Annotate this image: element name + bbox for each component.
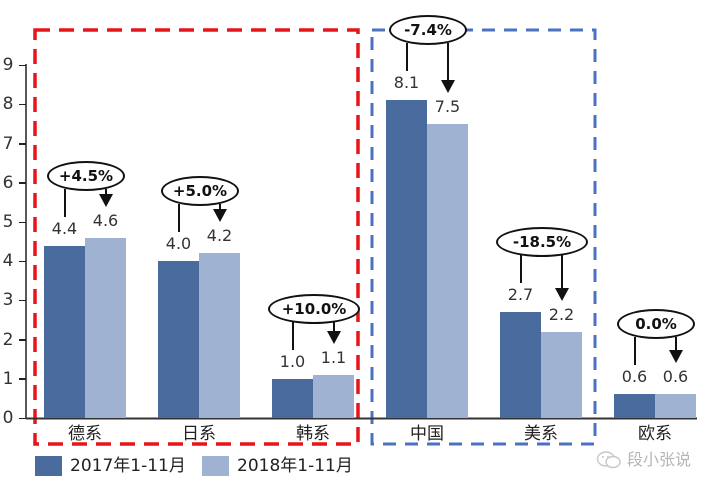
y-tick-label: 6 bbox=[2, 172, 14, 193]
y-tick-mark bbox=[19, 417, 26, 419]
y-tick-label: 7 bbox=[2, 133, 14, 154]
arrow-down-icon bbox=[554, 287, 569, 301]
y-tick-mark bbox=[19, 339, 26, 341]
y-tick-label: 3 bbox=[2, 290, 14, 311]
y-tick-mark bbox=[19, 182, 26, 184]
arrow-down-icon bbox=[440, 80, 455, 93]
y-tick-label: 5 bbox=[2, 212, 14, 232]
bar-2018 bbox=[313, 374, 354, 418]
bar-2017 bbox=[158, 261, 199, 418]
bar-2018 bbox=[427, 124, 468, 418]
bar-2018 bbox=[541, 331, 582, 418]
legend-label-2018: 2018年1-11月 bbox=[237, 456, 353, 476]
value-label-2018: 4.6 bbox=[92, 210, 119, 230]
value-label-2018: 4.2 bbox=[206, 226, 233, 246]
value-label-2018: 1.1 bbox=[320, 347, 347, 367]
annotation-left-line bbox=[633, 337, 636, 366]
arrow-down-icon bbox=[98, 193, 113, 207]
annotation-right-line bbox=[674, 337, 677, 351]
y-tick-mark bbox=[19, 64, 26, 67]
y-tick-mark bbox=[19, 221, 26, 223]
arrow-down-icon bbox=[212, 209, 227, 223]
arrow-down-icon bbox=[326, 330, 341, 344]
category-label: 韩系 bbox=[296, 424, 330, 444]
annotation-left-line bbox=[177, 204, 180, 233]
annotation-right-line bbox=[560, 255, 563, 288]
y-tick-label: 8 bbox=[2, 94, 14, 115]
value-label-2017: 2.7 bbox=[507, 285, 534, 305]
annotation-left-line bbox=[291, 321, 294, 350]
category-label: 欧系 bbox=[638, 424, 672, 444]
value-label-2018: 7.5 bbox=[434, 97, 461, 116]
arrow-down-icon bbox=[668, 350, 683, 364]
value-label-2017: 4.4 bbox=[51, 218, 78, 238]
y-tick-mark bbox=[19, 260, 26, 263]
watermark-text: 段小张说 bbox=[627, 450, 692, 469]
y-tick-mark bbox=[19, 378, 26, 380]
legend-label-2017: 2017年1-11月 bbox=[70, 456, 186, 476]
annotation-left-line bbox=[63, 188, 66, 217]
bar-2018 bbox=[655, 394, 696, 418]
value-label-2017: 8.1 bbox=[393, 73, 420, 93]
bar-2018 bbox=[199, 253, 240, 418]
y-tick-label: 1 bbox=[2, 368, 14, 389]
value-label-2018: 2.2 bbox=[548, 304, 575, 324]
blue-group-box-outline bbox=[370, 28, 597, 446]
growth-badge: +4.5% bbox=[47, 160, 125, 191]
bar-2018 bbox=[85, 237, 126, 418]
annotation-left-line bbox=[519, 255, 522, 284]
y-tick-mark bbox=[19, 103, 26, 106]
value-label-2017: 4.0 bbox=[165, 234, 192, 254]
y-tick-mark bbox=[19, 299, 26, 302]
value-label-2017: 0.6 bbox=[621, 367, 648, 387]
growth-badge: -18.5% bbox=[496, 227, 588, 258]
value-label-2018: 0.6 bbox=[662, 367, 689, 387]
y-tick-label: 9 bbox=[2, 55, 14, 76]
annotation-right-line bbox=[332, 321, 335, 331]
annotation-right-line bbox=[218, 204, 221, 210]
category-label: 日系 bbox=[182, 424, 216, 444]
growth-badge: -7.4% bbox=[389, 15, 467, 46]
category-label: 中国 bbox=[410, 424, 444, 444]
y-tick-label: 2 bbox=[2, 329, 14, 350]
annotation-left-line bbox=[405, 43, 408, 72]
bar-2017 bbox=[614, 394, 655, 418]
growth-badge: +5.0% bbox=[161, 176, 239, 207]
category-label: 美系 bbox=[524, 424, 558, 444]
growth-badge: 0.0% bbox=[617, 309, 695, 340]
growth-badge: +10.0% bbox=[268, 293, 360, 324]
annotation-right-line bbox=[104, 188, 107, 194]
y-tick-mark bbox=[19, 143, 26, 145]
bar-2017 bbox=[44, 245, 85, 418]
legend-swatch-2018 bbox=[202, 456, 229, 476]
y-tick-label: 4 bbox=[2, 251, 14, 272]
bar-2017 bbox=[500, 312, 541, 418]
y-tick-label: 0 bbox=[2, 408, 14, 428]
category-label: 德系 bbox=[68, 424, 102, 444]
annotation-right-line bbox=[446, 43, 449, 80]
bar-2017 bbox=[386, 100, 427, 418]
legend-swatch-2017 bbox=[35, 456, 62, 476]
value-label-2017: 1.0 bbox=[279, 351, 306, 371]
bar-2017 bbox=[272, 378, 313, 418]
wechat-icon bbox=[596, 451, 621, 469]
